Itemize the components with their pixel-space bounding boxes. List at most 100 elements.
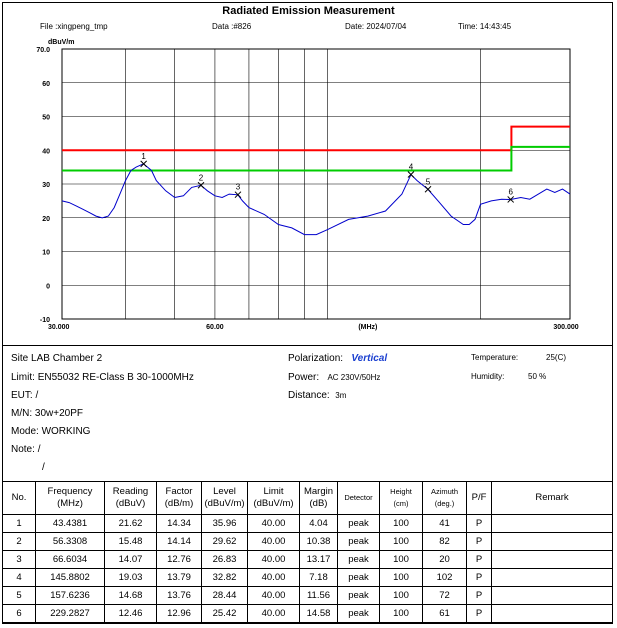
table-cell: peak — [337, 604, 380, 623]
table-cell: P — [466, 514, 492, 533]
table-cell: 13.17 — [299, 550, 338, 569]
peak-marker — [197, 181, 205, 189]
y-tick-label: -10 — [40, 317, 50, 324]
column-header: Detector — [337, 481, 380, 515]
table-row: 2 56.3308 15.48 14.14 29.62 40.00 10.38 peak 100… — [2, 532, 613, 551]
peak-marker-label: 6 — [508, 187, 513, 196]
column-header: Margin (dB) — [299, 481, 338, 515]
y-axis-label: dBuV/m — [48, 39, 74, 46]
table-cell: 12.96 — [156, 604, 202, 623]
column-header: Reading (dBuV) — [104, 481, 157, 515]
table-cell: 10.38 — [299, 532, 338, 551]
distance-label: Distance: — [288, 390, 330, 401]
table-cell: 43.4381 — [35, 514, 105, 533]
table-cell: 21.62 — [104, 514, 157, 533]
temperature-value: 25(C) — [546, 353, 567, 362]
table-cell: 229.2827 — [35, 604, 105, 623]
table-cell: 100 — [379, 604, 423, 623]
peak-marker-label: 3 — [236, 183, 241, 192]
peak-marker-label: 5 — [426, 177, 431, 186]
table-cell: 32.82 — [201, 568, 248, 587]
table-body: 1 43.4381 21.62 14.34 35.96 40.00 4.04 peak 100 4… — [2, 514, 613, 623]
table-cell: 102 — [422, 568, 467, 587]
note-label: Note: — [11, 444, 35, 455]
table-cell: peak — [337, 586, 380, 605]
table-cell: 145.8802 — [35, 568, 105, 587]
eut-row: EUT: / — [11, 390, 38, 401]
site-row: Site LAB Chamber 2 — [11, 353, 102, 364]
mn-value: 30w+20PF — [34, 408, 83, 419]
limit-label: Limit: — [11, 372, 35, 383]
peak-marker — [140, 160, 148, 168]
table-cell: peak — [337, 514, 380, 533]
mn-row: M/N: 30w+20PF — [11, 408, 83, 419]
date-label: Date: 2024/07/04 — [345, 22, 407, 31]
table-cell: 25.42 — [201, 604, 248, 623]
eut-label: EUT: — [11, 390, 33, 401]
table-cell: peak — [337, 550, 380, 569]
limit-value: EN55032 RE-Class B 30-1000MHz — [37, 372, 194, 383]
peak-marker — [407, 171, 415, 178]
table-cell — [491, 586, 613, 605]
x-tick-label: 60.00 — [206, 324, 224, 331]
x-tick-label: 300.000 — [553, 324, 578, 331]
note-value-2: / — [42, 462, 45, 473]
column-header: Height (cm) — [379, 481, 423, 515]
table-cell: 14.07 — [104, 550, 157, 569]
table-cell: P — [466, 586, 492, 605]
table-cell: 66.6034 — [35, 550, 105, 569]
humidity-label: Humidity: — [471, 372, 505, 381]
table-cell — [491, 568, 613, 587]
table-cell: 14.14 — [156, 532, 202, 551]
y-tick-label: 10 — [42, 250, 50, 257]
peak-marker-label: 4 — [409, 162, 414, 171]
column-header: Frequency (MHz) — [35, 481, 105, 515]
mode-row: Mode: WORKING — [11, 426, 90, 437]
table-cell: 26.83 — [201, 550, 248, 569]
column-header: Factor (dB/m) — [156, 481, 202, 515]
table-cell: 15.48 — [104, 532, 157, 551]
power-row: Power: AC 230V/50Hz — [288, 372, 380, 383]
polarization-value: Vertical — [351, 353, 388, 364]
mn-label: M/N: — [11, 408, 33, 419]
power-value: AC 230V/50Hz — [327, 373, 381, 382]
y-tick-label: 60 — [42, 81, 50, 88]
y-tick-label: 50 — [42, 115, 50, 122]
table-cell: 19.03 — [104, 568, 157, 587]
table-cell: 12.46 — [104, 604, 157, 623]
table-cell: 40.00 — [247, 550, 300, 569]
report-title: Radiated Emission Measurement — [222, 5, 395, 17]
file-label: File :xingpeng_tmp — [40, 22, 108, 31]
emission-chart: 70.0 60 50 40 30 20 10 0 -10 dBuV/m 30.000 60.00 (MH… — [36, 39, 578, 331]
table-row: 6 229.2827 12.46 12.96 25.42 40.00 14.58 peak 10… — [2, 604, 613, 623]
table-cell: 13.76 — [156, 586, 202, 605]
table-cell: 28.44 — [201, 586, 248, 605]
table-cell: peak — [337, 532, 380, 551]
table-row: 4 145.8802 19.03 13.79 32.82 40.00 7.18 peak 100… — [2, 568, 613, 587]
limit-row: Limit: EN55032 RE-Class B 30-1000MHz — [11, 372, 194, 383]
distance-row: Distance: 3m — [288, 390, 346, 401]
limit-line — [62, 125, 570, 152]
table-cell: 11.56 — [299, 586, 338, 605]
peak-marker — [424, 185, 432, 193]
table-cell: 4.04 — [299, 514, 338, 533]
column-header: P/F — [466, 481, 492, 515]
table-cell: 7.18 — [299, 568, 338, 587]
table-cell — [491, 604, 613, 623]
table-cell: 72 — [422, 586, 467, 605]
polarization-row: Polarization: Vertical — [288, 353, 387, 364]
table-row: 3 66.6034 14.07 12.76 26.83 40.00 13.17 peak 100… — [2, 550, 613, 569]
distance-value: 3m — [335, 391, 347, 400]
section-divider — [2, 345, 613, 346]
table-cell: 40.00 — [247, 586, 300, 605]
table-cell: 5 — [2, 586, 36, 605]
table-cell: 40.00 — [247, 514, 300, 533]
table-cell: P — [466, 532, 492, 551]
table-cell: peak — [337, 568, 380, 587]
limit-line — [62, 145, 570, 172]
y-tick-label: 30 — [42, 182, 50, 189]
peak-marker-label: 2 — [199, 173, 204, 182]
column-header: Limit (dBuV/m) — [247, 481, 300, 515]
y-tick-label: 20 — [42, 216, 50, 223]
